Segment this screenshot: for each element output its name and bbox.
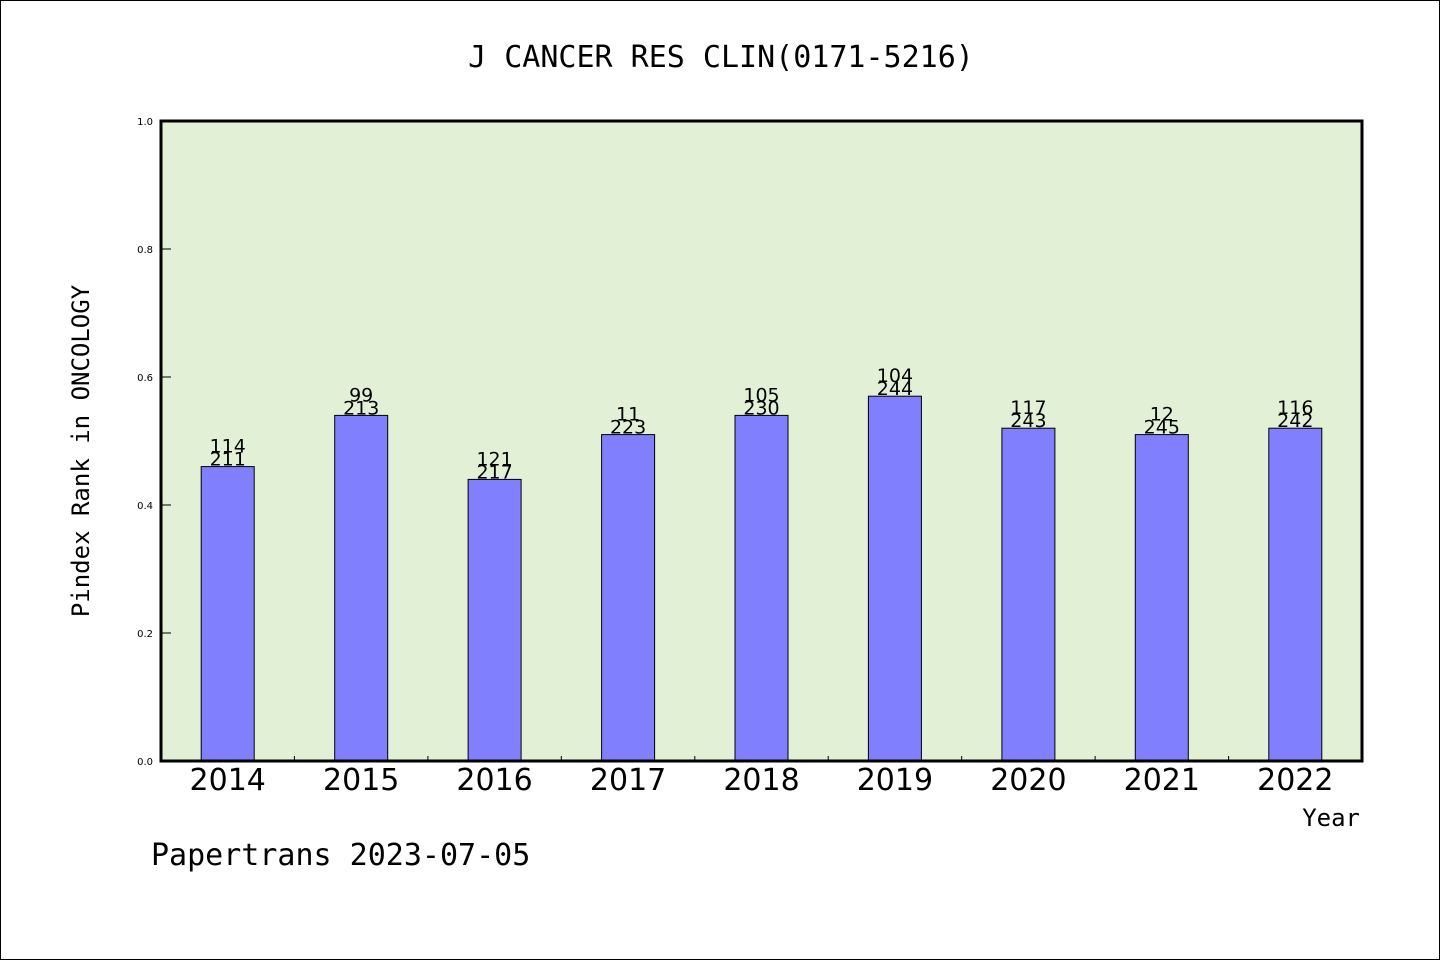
y-tick-label: 0.2 [137, 629, 153, 640]
y-tick-label: 0.8 [137, 245, 153, 256]
y-tick-label: 0.4 [137, 501, 153, 512]
y-tick-label: 1.0 [137, 117, 153, 128]
bar-2014 [200, 466, 255, 762]
footer-credit: Papertrans 2023-07-05 [151, 838, 530, 873]
bar-2022 [1268, 427, 1323, 762]
bar-2018 [734, 414, 789, 762]
bars-group [200, 395, 1323, 762]
x-tick-label-2016: 2016 [456, 763, 532, 798]
total-label-2014: 211 [210, 449, 246, 471]
plot-frame [159, 119, 1364, 763]
x-tick-label-2017: 2017 [590, 763, 666, 798]
total-label-2017: 223 [610, 417, 646, 439]
x-tick-label-2018: 2018 [723, 763, 799, 798]
rank-label-2018: 105 [743, 384, 779, 406]
rank-label-2022: 116 [1277, 397, 1313, 419]
bar-2015 [334, 414, 389, 762]
x-tick-label-2021: 2021 [1124, 763, 1200, 798]
rank-label-2014: 114 [210, 436, 246, 458]
total-label-2020: 243 [1010, 410, 1046, 432]
total-label-2016: 217 [476, 461, 512, 483]
bar-2016 [467, 478, 522, 762]
y-tick-label: 0.0 [137, 757, 153, 768]
x-tick-label-2020: 2020 [990, 763, 1066, 798]
y-axis-label: Pindex Rank in ONCOLOGY [67, 284, 95, 617]
x-tick-label-2015: 2015 [323, 763, 399, 798]
x-tick-label-2014: 2014 [190, 763, 266, 798]
x-tick-label-2022: 2022 [1257, 763, 1333, 798]
rank-label-2015: 99 [349, 384, 373, 406]
total-label-2021: 245 [1144, 417, 1180, 439]
rank-label-2017: 11 [616, 404, 640, 426]
bar-2017 [601, 434, 656, 762]
y-tick-label: 0.6 [137, 373, 153, 384]
rank-label-2021: 12 [1150, 404, 1174, 426]
chart-title: J CANCER RES CLIN(0171-5216) [468, 40, 974, 75]
rank-label-2019: 104 [877, 365, 913, 387]
total-label-2018: 230 [743, 397, 779, 419]
bar-2019 [867, 395, 922, 762]
total-label-2015: 213 [343, 397, 379, 419]
total-label-2022: 242 [1277, 410, 1313, 432]
bar-2021 [1134, 434, 1189, 762]
bar-2020 [1001, 427, 1056, 762]
x-axis-label: Year [1302, 804, 1360, 832]
x-tick-label-2019: 2019 [857, 763, 933, 798]
rank-label-2016: 121 [476, 448, 512, 470]
rank-label-2020: 117 [1010, 397, 1046, 419]
x-axis-ticks: 2014 2015 2016 2017 2018 2019 2020 2021 2022 [190, 756, 1333, 798]
total-label-2019: 244 [877, 378, 913, 400]
